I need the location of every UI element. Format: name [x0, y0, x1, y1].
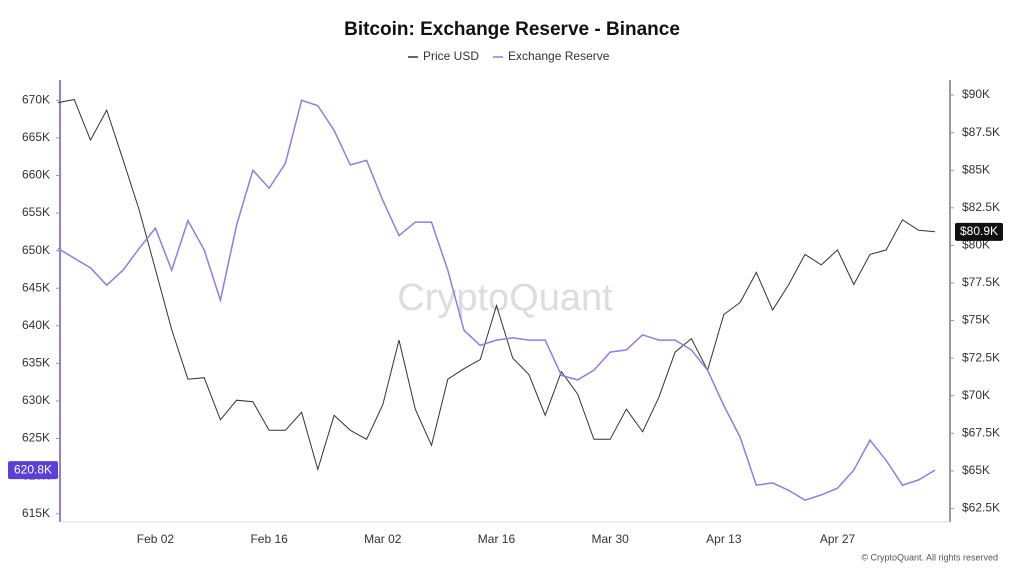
end-label-box	[955, 222, 1003, 241]
x-tick-label: Feb 16	[250, 532, 288, 546]
legend-item: Price USD	[408, 49, 479, 63]
y-tick-label: 655K	[22, 205, 50, 219]
y2-tick-label: $90K	[962, 87, 990, 101]
y2-tick-label: $82.5K	[962, 200, 1000, 214]
legend-label: Price USD	[423, 49, 479, 63]
y2-tick-label: $72.5K	[962, 350, 1000, 364]
y-tick-label: 630K	[22, 393, 50, 407]
x-tick-label: Apr 13	[706, 532, 742, 546]
series-line	[57, 99, 936, 502]
legend-item: Exchange Reserve	[493, 49, 610, 63]
y2-tick-label: $70K	[962, 388, 990, 402]
y-tick-label: 640K	[22, 318, 50, 332]
y-tick-label: 650K	[22, 243, 50, 257]
x-tick-label: Mar 02	[364, 532, 402, 546]
legend-label: Exchange Reserve	[508, 49, 610, 63]
y-tick-label: 645K	[22, 280, 50, 294]
y2-tick-label: $87.5K	[962, 125, 1000, 139]
x-tick-label: Apr 27	[820, 532, 856, 546]
y-tick-label: 670K	[22, 92, 50, 106]
watermark: CryptoQuant	[397, 277, 613, 319]
end-label: $80.9K	[960, 224, 998, 238]
x-tick-label: Feb 02	[137, 532, 175, 546]
x-tick-label: Mar 16	[478, 532, 516, 546]
end-label-box	[8, 461, 58, 480]
y-tick-label: 660K	[22, 168, 50, 182]
y2-tick-label: $67.5K	[962, 425, 1000, 439]
y2-tick-label: $62.5K	[962, 501, 1000, 515]
series-line	[57, 98, 936, 472]
y2-tick-label: $85K	[962, 162, 990, 176]
footer: © CryptoQuant. All rights reserved	[861, 552, 998, 562]
y2-tick-label: $65K	[962, 463, 990, 477]
end-label: 620.8K	[14, 462, 52, 476]
chart-title: Bitcoin: Exchange Reserve - Binance	[344, 19, 680, 40]
y-tick-label: 615K	[22, 506, 50, 520]
y-tick-label: 625K	[22, 431, 50, 445]
y2-tick-label: $80K	[962, 238, 990, 252]
y-tick-label: 665K	[22, 130, 50, 144]
x-tick-label: Mar 30	[591, 532, 629, 546]
y-tick-label: 635K	[22, 356, 50, 370]
y2-tick-label: $77.5K	[962, 275, 1000, 289]
y2-tick-label: $75K	[962, 313, 990, 327]
